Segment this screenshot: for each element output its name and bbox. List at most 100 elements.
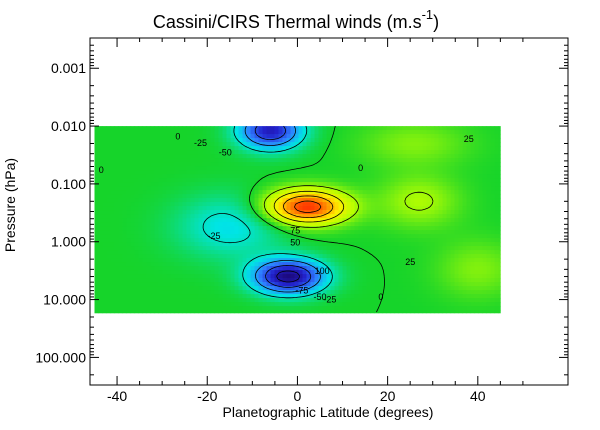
heatmap-cell [354,142,359,147]
heatmap-cell [346,190,351,195]
heatmap-cell [422,150,427,155]
heatmap-cell [266,242,271,247]
heatmap-cell [118,150,123,155]
heatmap-cell [394,146,399,151]
heatmap-cell [222,258,227,263]
heatmap-cell [234,306,239,311]
heatmap-cell [422,178,427,183]
heatmap-cell [286,182,291,187]
heatmap-cell [462,162,467,167]
heatmap-cell [118,134,123,139]
heatmap-cell [246,274,251,279]
heatmap-cell [326,274,331,279]
heatmap-cell [354,246,359,251]
heatmap-cell [274,294,279,299]
heatmap-cell [342,290,347,295]
heatmap-cell [362,242,367,247]
heatmap-cell [246,306,251,311]
heatmap-cell [294,262,299,267]
heatmap-cell [262,210,267,215]
heatmap-cell [122,246,127,251]
heatmap-cell [242,154,247,159]
heatmap-cell [142,286,147,291]
heatmap-cell [450,238,455,243]
heatmap-cell [190,198,195,203]
heatmap-cell [282,238,287,243]
heatmap-cell [414,310,419,314]
heatmap-cell [326,306,331,311]
heatmap-cell [490,138,495,143]
heatmap-cell [238,210,243,215]
heatmap-cell [254,194,259,199]
heatmap-cell [266,254,271,259]
heatmap-cell [134,146,139,151]
heatmap-cell [390,158,395,163]
heatmap-cell [198,234,203,239]
heatmap-cell [498,246,501,251]
heatmap-cell [378,150,383,155]
heatmap-cell [366,258,371,263]
heatmap-cell [470,138,475,143]
heatmap-cell [238,142,243,147]
heatmap-cell [342,190,347,195]
heatmap-cell [246,182,251,187]
heatmap-cell [270,202,275,207]
heatmap-cell [362,214,367,219]
heatmap-cell [462,258,467,263]
heatmap-cell [318,250,323,255]
heatmap-cell [494,278,499,283]
heatmap-cell [270,254,275,259]
heatmap-cell [146,190,151,195]
heatmap-cell [398,178,403,183]
heatmap-cell [354,198,359,203]
heatmap-cell [110,138,115,143]
heatmap-cell [406,250,411,255]
heatmap-cell [234,178,239,183]
heatmap-cell [226,162,231,167]
heatmap-cell [310,222,315,227]
heatmap-cell [486,166,491,171]
heatmap-cell [202,174,207,179]
heatmap-cell [278,174,283,179]
heatmap-cell [414,146,419,151]
heatmap-cell [426,298,431,303]
heatmap-cell [426,234,431,239]
heatmap-cell [282,214,287,219]
heatmap-cell [206,162,211,167]
heatmap-cell [126,310,131,314]
heatmap-cell [298,274,303,279]
heatmap-cell [106,262,111,267]
heatmap-cell [274,138,279,143]
heatmap-cell [178,250,183,255]
heatmap-cell [190,214,195,219]
contour-label: 0 [378,292,383,302]
heatmap-cell [418,258,423,263]
heatmap-cell [102,266,107,271]
heatmap-cell [302,178,307,183]
heatmap-cell [290,142,295,147]
heatmap-cell [174,274,179,279]
heatmap-cell [138,210,143,215]
heatmap-cell [334,154,339,159]
heatmap-cell [362,262,367,267]
heatmap-cell [194,282,199,287]
heatmap-cell [182,142,187,147]
heatmap-cell [174,266,179,271]
heatmap-cell [118,254,123,259]
heatmap-cell [246,138,251,143]
heatmap-cell [462,206,467,211]
heatmap-cell [398,162,403,167]
heatmap-cell [298,302,303,307]
heatmap-cell [354,250,359,255]
heatmap-cell [362,274,367,279]
heatmap-cell [394,266,399,271]
heatmap-cell [338,182,343,187]
heatmap-cell [310,170,315,175]
heatmap-cell [358,182,363,187]
heatmap-cell [302,310,307,314]
heatmap-cell [410,178,415,183]
heatmap-cell [402,174,407,179]
heatmap-cell [110,294,115,299]
heatmap-cell [454,190,459,195]
